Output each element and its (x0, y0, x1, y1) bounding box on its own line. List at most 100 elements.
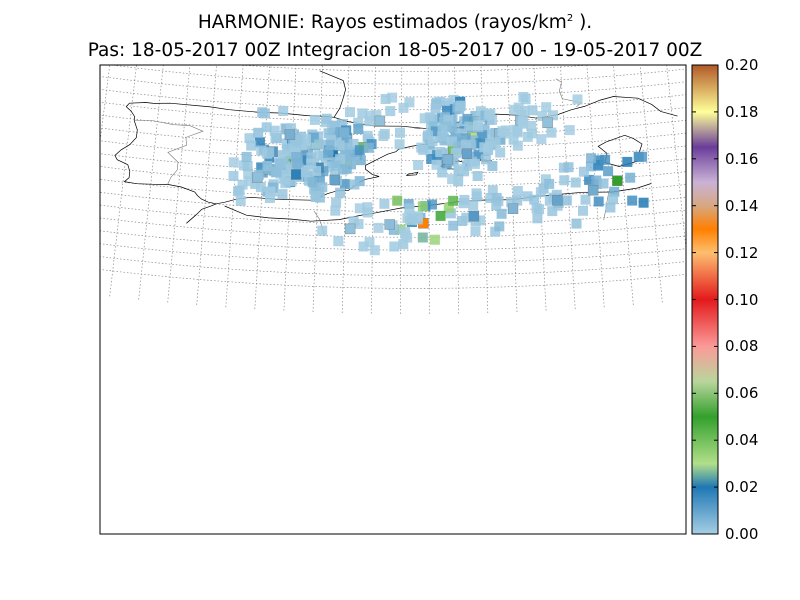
lightning-pixel-core (507, 203, 519, 214)
map-frame (99, 64, 687, 535)
lightning-pixel (308, 132, 319, 143)
lightning-pixel (572, 94, 583, 105)
lightning-pixel (317, 225, 328, 236)
lightning-pixel (479, 142, 490, 153)
lightning-pixel (487, 185, 498, 196)
lightning-pixel (233, 186, 244, 197)
lightning-pixel (404, 97, 415, 108)
lightning-pixel (365, 110, 376, 121)
lightning-pixel (535, 187, 546, 198)
parallel-line (0, 0, 800, 46)
lightning-pixel (237, 179, 248, 190)
lightning-pixel (625, 172, 636, 183)
lightning-pixel (358, 241, 369, 252)
lightning-pixel (537, 111, 548, 122)
lightning-pixel-core (291, 169, 302, 180)
lightning-pixel (470, 110, 481, 121)
lightning-pixel (512, 195, 523, 206)
lightning-pixel (586, 153, 597, 164)
lightning-pixel (336, 119, 347, 130)
lightning-pixel (485, 193, 496, 203)
lightning-pixel (570, 177, 581, 188)
lightning-pixel (259, 108, 270, 119)
lightning-pixel (435, 210, 446, 221)
lightning-pixel (487, 115, 498, 125)
lightning-pixel (437, 124, 448, 135)
lightning-pixel (363, 142, 374, 153)
lightning-pixel (470, 226, 481, 237)
lightning-pixel (373, 222, 384, 233)
colorbar-tick-label: 0.20 (725, 56, 759, 74)
lightning-pixel (389, 241, 400, 252)
lightning-pixel (385, 106, 396, 117)
lightning-pixel (462, 113, 473, 124)
meridian-line (762, 0, 800, 285)
lightning-pixel (417, 201, 428, 212)
lightning-pixel (513, 102, 524, 113)
parallel-line (0, 0, 800, 59)
lightning-pixel (431, 159, 442, 170)
lightning-pixel (244, 133, 255, 144)
lightning-pixel (437, 131, 448, 142)
lightning-pixel (303, 146, 314, 157)
lightning-pixel (425, 145, 436, 156)
lightning-pixel (519, 105, 530, 116)
lightning-pixel (511, 124, 522, 135)
lightning-pixel (278, 106, 289, 116)
lightning-pixel-core (552, 194, 563, 206)
lightning-pixel-core (587, 184, 599, 196)
border-line (413, 127, 421, 130)
lightning-pixel (428, 121, 439, 132)
lightning-pixel (430, 103, 441, 114)
lightning-pixel (548, 110, 558, 121)
lightning-pixel (354, 145, 365, 156)
lightning-pixel (487, 161, 498, 171)
lightning-pixel (448, 195, 459, 206)
lightning-pixel (255, 182, 266, 193)
lightning-pixel (371, 110, 382, 121)
lightning-pixel (324, 161, 335, 172)
lightning-pixel (353, 124, 364, 134)
lightning-pixel (585, 161, 596, 172)
lightning-pixel-core (284, 129, 296, 140)
lightning-pixel (494, 221, 505, 232)
lightning-pixel (603, 166, 614, 177)
lightning-pixel (469, 158, 480, 169)
lightning-pixel (459, 166, 469, 177)
parallel-line (100, 256, 686, 276)
lightning-pixel (454, 136, 465, 146)
lightning-pixel (512, 186, 523, 196)
lightning-pixel-core (542, 117, 553, 128)
colorbar-tick-label: 0.14 (725, 196, 759, 215)
lightning-pixel-core (468, 211, 480, 222)
lightning-pixel (453, 141, 464, 152)
lightning-pixel (340, 179, 350, 190)
lightning-pixel (345, 107, 355, 118)
lightning-pixel (637, 151, 648, 162)
colorbar-tick-label: 0.00 (725, 525, 759, 543)
lightning-pixel (443, 114, 454, 125)
lightning-pixel (437, 167, 448, 178)
meridian-line (0, 0, 18, 276)
lightning-pixel-core (612, 175, 623, 186)
lightning-pixel (522, 191, 533, 202)
lightning-pixel (622, 156, 633, 167)
lightning-pixel (402, 232, 413, 243)
lightning-pixel (416, 142, 427, 153)
lightning-pixel (526, 120, 537, 131)
lightning-pixel (398, 239, 409, 250)
parallel-line (100, 101, 686, 123)
coastline (125, 102, 154, 121)
parallel-line (235, 65, 595, 72)
lightning-pixel (250, 178, 261, 189)
lightning-pixel (448, 220, 459, 231)
lightning-pixel (296, 140, 307, 151)
lightning-pixel (369, 245, 380, 256)
lightning-pixel (453, 176, 464, 187)
colorbar-tick-label: 0.18 (725, 102, 759, 121)
lightning-pixel (329, 120, 340, 131)
lightning-pixel (270, 133, 281, 144)
lightning-pixel (413, 160, 424, 170)
lightning-pixel (404, 203, 415, 214)
lightning-pixel (424, 112, 435, 123)
